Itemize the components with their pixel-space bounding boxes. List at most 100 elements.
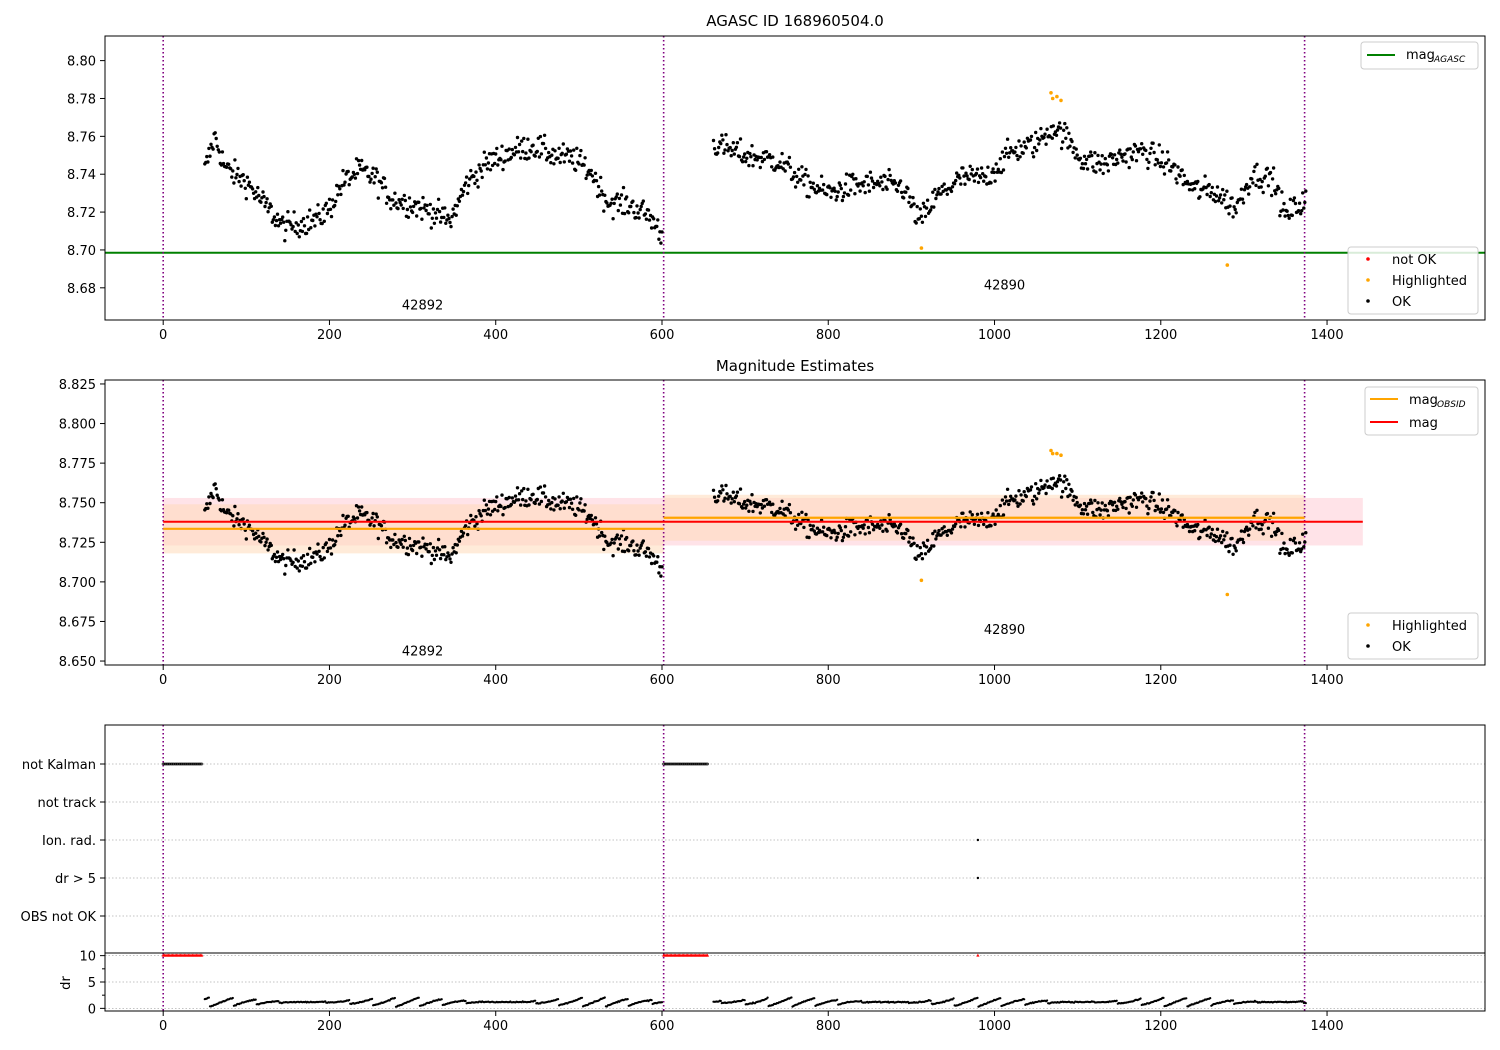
ok-point — [379, 524, 384, 528]
ok-point — [792, 170, 797, 175]
ok-point — [780, 151, 784, 156]
ok-point — [1065, 126, 1069, 130]
ok-point — [1061, 489, 1065, 494]
ok-point — [711, 488, 716, 492]
ok-point — [473, 524, 477, 528]
ok-point — [1162, 172, 1167, 176]
dr-point — [719, 999, 722, 1003]
ok-point — [278, 557, 283, 562]
ok-point — [541, 491, 546, 495]
ok-point — [309, 561, 313, 565]
ok-point — [1161, 510, 1166, 515]
ok-point — [1297, 201, 1302, 205]
ok-point — [832, 186, 836, 190]
ok-point — [844, 172, 849, 176]
ok-point — [549, 507, 553, 511]
ok-point — [1136, 150, 1141, 154]
ok-point — [802, 525, 806, 530]
ok-point — [524, 499, 528, 503]
ok-point — [866, 183, 871, 187]
ok-point — [1118, 496, 1122, 501]
ok-point — [1223, 193, 1227, 197]
ok-point — [751, 509, 755, 514]
ok-point — [371, 166, 375, 170]
ok-point — [745, 503, 749, 507]
ok-point — [224, 511, 229, 515]
flag-point — [176, 762, 180, 766]
ok-point — [1110, 156, 1115, 160]
ok-point — [804, 512, 808, 517]
ok-point — [468, 177, 472, 181]
capped-dr-marker — [200, 953, 204, 957]
ok-point — [1287, 553, 1291, 557]
ok-point — [982, 522, 986, 527]
ok-point — [612, 541, 616, 545]
ok-point — [516, 150, 521, 154]
flag-point — [191, 762, 194, 766]
ok-point — [919, 552, 924, 556]
ok-point — [243, 186, 247, 190]
ok-point — [820, 188, 825, 192]
ok-point — [520, 139, 524, 143]
ok-point — [1130, 157, 1135, 162]
ok-point — [1001, 168, 1006, 172]
dr-point — [557, 998, 560, 1001]
ok-point — [1145, 504, 1149, 508]
ok-point — [407, 196, 412, 200]
ok-point — [582, 163, 586, 167]
ok-point — [217, 150, 221, 154]
y-tick-label: 8.72 — [67, 206, 96, 221]
highlighted-point — [1055, 94, 1059, 99]
ok-point — [1157, 143, 1162, 147]
ok-point — [914, 557, 918, 561]
ok-point — [443, 206, 447, 210]
ok-point — [308, 208, 312, 212]
flag-point — [177, 762, 181, 766]
ok-point — [740, 160, 745, 164]
ok-point — [720, 133, 724, 137]
highlighted-point — [1225, 263, 1230, 267]
ok-point — [1115, 157, 1119, 162]
ok-point — [638, 207, 642, 212]
ok-point — [950, 185, 955, 189]
ok-point — [735, 141, 740, 145]
x-tick-label: 200 — [317, 1019, 342, 1034]
ok-point — [869, 176, 874, 180]
ok-point — [541, 141, 546, 146]
ok-point — [968, 510, 972, 514]
ok-point — [259, 200, 263, 204]
ok-point — [512, 153, 517, 157]
ok-point — [301, 554, 306, 558]
ok-point — [466, 532, 470, 537]
ok-point — [271, 218, 275, 222]
dr-point — [1185, 997, 1188, 1000]
ok-point — [324, 201, 328, 205]
ok-point — [822, 525, 826, 529]
ok-point — [600, 189, 604, 193]
ok-point — [549, 161, 553, 165]
highlighted-point — [1050, 451, 1055, 456]
ok-point — [1145, 157, 1149, 162]
ok-point — [300, 564, 305, 568]
ok-point — [602, 547, 606, 552]
ok-point — [434, 216, 439, 220]
ok-point — [583, 156, 587, 160]
ok-point — [479, 514, 483, 518]
ok-point — [1228, 543, 1232, 547]
ok-point — [959, 182, 963, 186]
ok-point — [264, 540, 268, 544]
ok-point — [215, 144, 219, 148]
ok-point — [533, 154, 537, 158]
ok-point — [1005, 137, 1010, 141]
ok-point — [1234, 549, 1238, 553]
ok-point — [391, 538, 395, 542]
ok-point — [907, 200, 911, 205]
ok-point — [1063, 121, 1067, 126]
ok-point — [1116, 507, 1120, 511]
ok-point — [726, 149, 730, 153]
ok-point — [1250, 177, 1254, 181]
ok-point — [1081, 512, 1086, 516]
ok-point — [762, 157, 767, 162]
ok-point — [401, 545, 405, 549]
x-tick-label: 1400 — [1311, 673, 1344, 688]
